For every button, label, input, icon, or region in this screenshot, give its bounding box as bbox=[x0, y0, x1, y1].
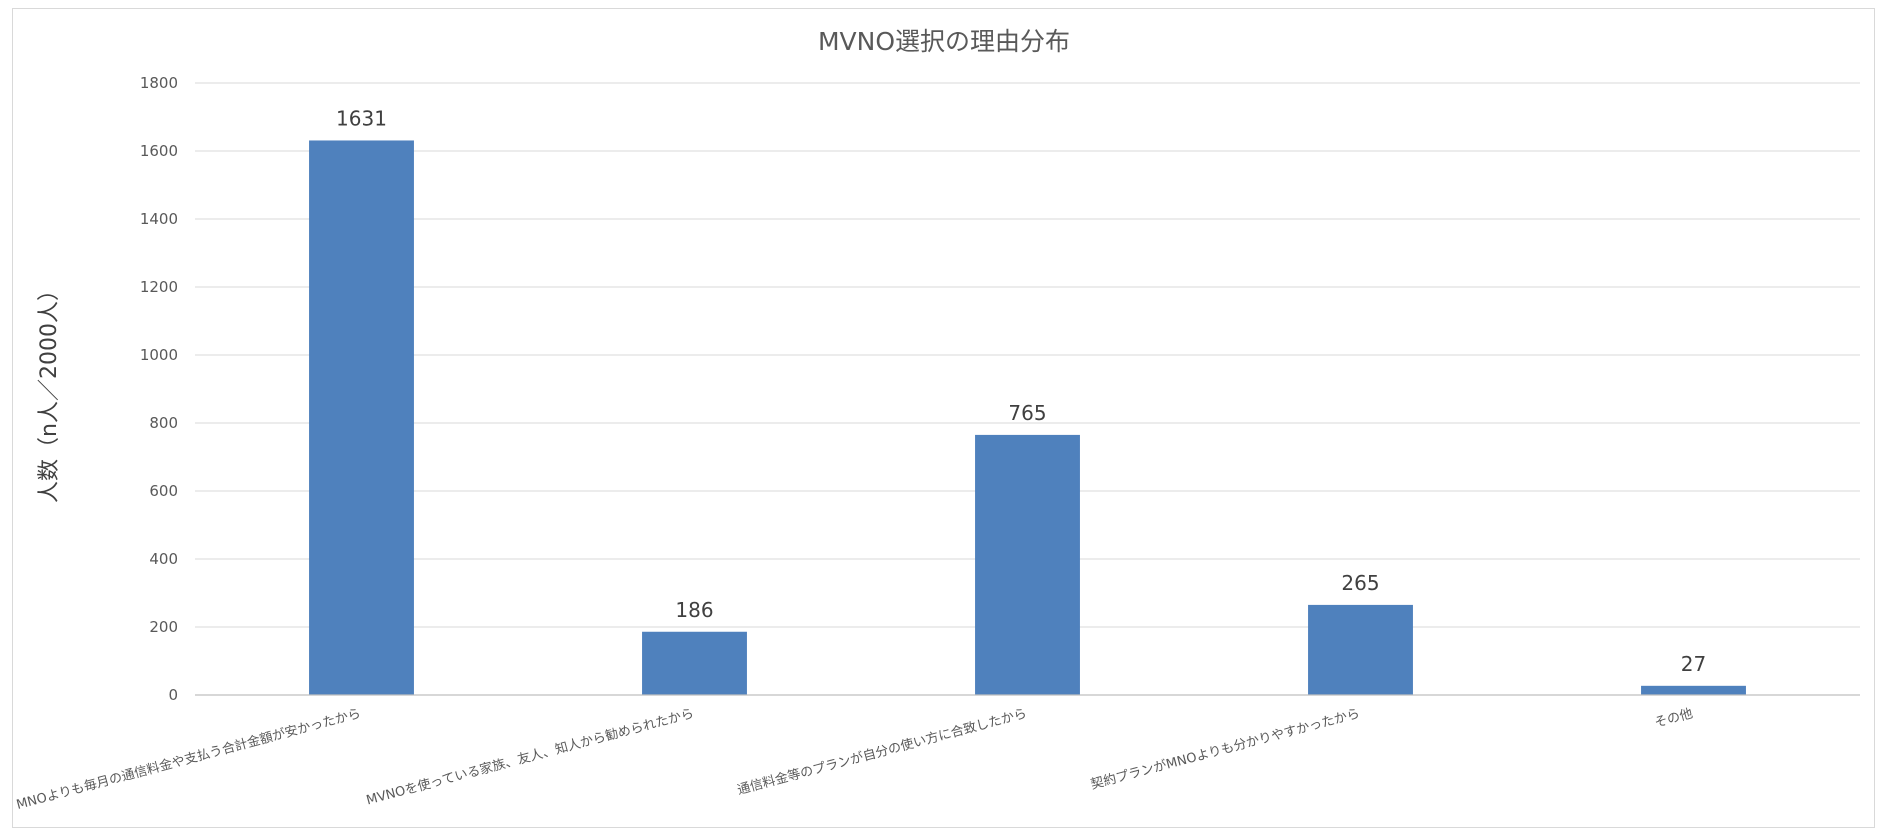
y-tick-label: 0 bbox=[168, 686, 178, 704]
data-labels: 1631 186 765 265 27 bbox=[336, 106, 1706, 675]
y-tick-label: 200 bbox=[149, 618, 178, 636]
data-label: 27 bbox=[1681, 652, 1706, 676]
x-tick-label: MVNOを使っている家族、友人、知人から勧められたから bbox=[365, 705, 696, 808]
y-tick-label: 1000 bbox=[140, 346, 178, 364]
bar bbox=[1308, 604, 1413, 695]
data-label: 1631 bbox=[336, 106, 387, 130]
gridlines bbox=[195, 82, 1860, 628]
y-tick-label: 1600 bbox=[140, 142, 178, 160]
bar bbox=[642, 631, 747, 695]
bars bbox=[309, 140, 1746, 695]
y-axis-label: 人数（n人／2000人） bbox=[37, 279, 62, 503]
data-label: 186 bbox=[675, 598, 713, 622]
chart-title: MVNO選択の理由分布 bbox=[818, 27, 1070, 56]
y-tick-label: 600 bbox=[149, 482, 178, 500]
x-tick-label: 通信料金等のプランが自分の使い方に合致したから bbox=[736, 705, 1029, 798]
x-axis-ticks: MNOよりも毎月の通信料金や支払う合計金額が安かったから MVNOを使っている家族… bbox=[15, 705, 1695, 813]
y-tick-label: 1800 bbox=[140, 74, 178, 92]
y-axis-ticks: 0 200 400 600 800 1000 1200 1400 1600 1800 bbox=[140, 74, 178, 704]
y-tick-label: 800 bbox=[149, 414, 178, 432]
x-tick-label: MNOよりも毎月の通信料金や支払う合計金額が安かったから bbox=[15, 705, 363, 813]
bar bbox=[1641, 685, 1746, 695]
y-tick-label: 1200 bbox=[140, 278, 178, 296]
data-label: 765 bbox=[1008, 401, 1046, 425]
y-tick-label: 400 bbox=[149, 550, 178, 568]
data-label: 265 bbox=[1341, 571, 1379, 595]
y-tick-label: 1400 bbox=[140, 210, 178, 228]
bar bbox=[975, 434, 1080, 695]
x-tick-label: その他 bbox=[1653, 706, 1695, 731]
x-tick-label: 契約プランがMNOよりも分かりやすかったから bbox=[1089, 706, 1361, 792]
bar bbox=[309, 140, 414, 695]
